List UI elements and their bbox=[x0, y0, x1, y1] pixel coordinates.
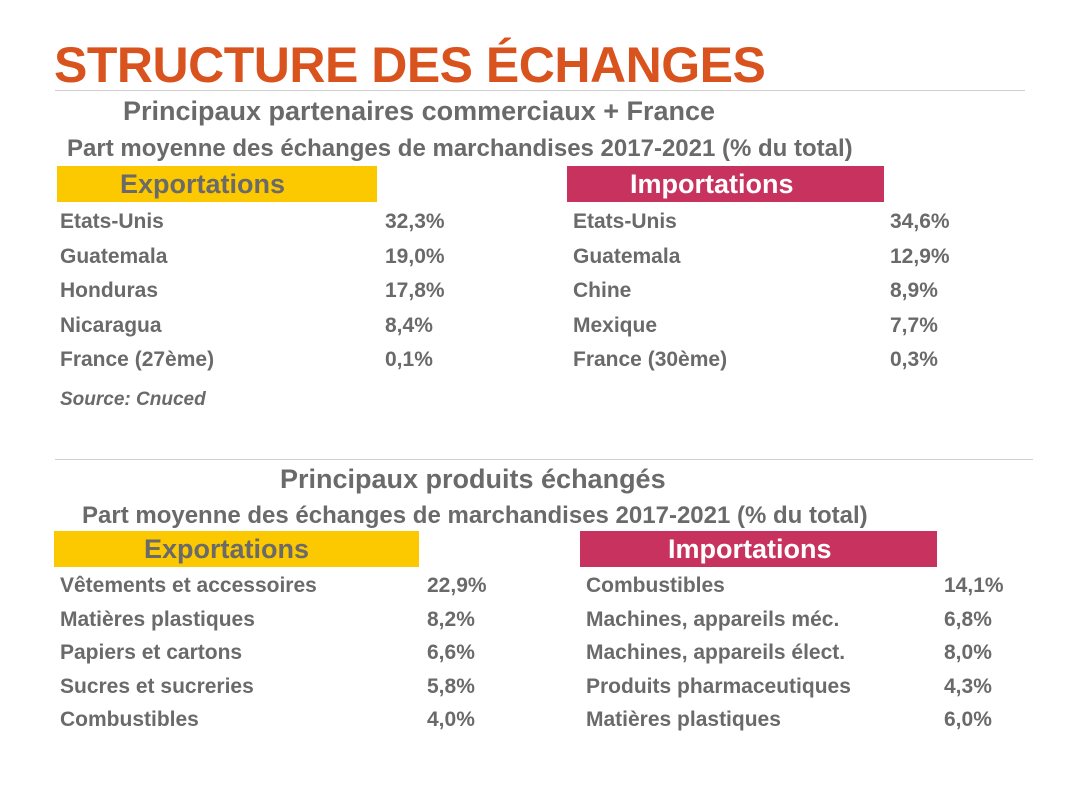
row-value: 17,8% bbox=[385, 279, 445, 302]
products-imports-header: Importations bbox=[580, 531, 937, 567]
row-value: 6,8% bbox=[944, 608, 992, 631]
row-value: 6,6% bbox=[427, 641, 475, 664]
row-value: 5,8% bbox=[427, 675, 475, 698]
row-label: Produits pharmaceutiques bbox=[586, 675, 851, 698]
products-heading: Principaux produits échangés bbox=[280, 464, 666, 494]
row-label: Vêtements et accessoires bbox=[60, 574, 317, 597]
row-value: 8,9% bbox=[890, 279, 938, 302]
row-label: Etats-Unis bbox=[573, 210, 677, 233]
partners-subheading: Part moyenne des échanges de marchandise… bbox=[67, 135, 853, 162]
row-label: Machines, appareils méc. bbox=[586, 608, 840, 631]
row-label: Sucres et sucreries bbox=[60, 675, 254, 698]
source-note: Source: Cnuced bbox=[60, 389, 206, 410]
row-label: Combustibles bbox=[586, 574, 725, 597]
row-label: Matières plastiques bbox=[60, 608, 255, 631]
partners-exports-header: Exportations bbox=[57, 166, 377, 202]
divider bbox=[55, 90, 1025, 91]
row-value: 8,4% bbox=[385, 314, 433, 337]
row-label: Matières plastiques bbox=[586, 708, 781, 731]
row-value: 32,3% bbox=[385, 210, 445, 233]
row-value: 8,2% bbox=[427, 608, 475, 631]
row-value: 4,3% bbox=[944, 675, 992, 698]
partners-heading: Principaux partenaires commerciaux + Fra… bbox=[123, 96, 716, 126]
header-label: Exportations bbox=[144, 534, 310, 564]
row-value: 14,1% bbox=[944, 574, 1004, 597]
row-label: Etats-Unis bbox=[60, 210, 164, 233]
row-label: France (30ème) bbox=[573, 348, 728, 371]
row-value: 0,3% bbox=[890, 348, 938, 371]
row-value: 22,9% bbox=[427, 574, 487, 597]
products-exports-header: Exportations bbox=[54, 531, 419, 567]
row-label: Papiers et cartons bbox=[60, 641, 243, 664]
row-value: 8,0% bbox=[944, 641, 992, 664]
row-label: Chine bbox=[573, 279, 632, 302]
row-value: 34,6% bbox=[890, 210, 950, 233]
divider bbox=[55, 459, 1033, 460]
row-label: Nicaragua bbox=[60, 314, 162, 337]
header-label: Importations bbox=[668, 534, 832, 564]
row-label: Guatemala bbox=[573, 245, 681, 268]
row-label: Honduras bbox=[60, 279, 159, 302]
row-value: 12,9% bbox=[890, 245, 950, 268]
row-label: Combustibles bbox=[60, 708, 199, 731]
row-value: 19,0% bbox=[385, 245, 445, 268]
page-title: STRUCTURE DES ÉCHANGES bbox=[54, 37, 766, 93]
header-label: Importations bbox=[630, 169, 794, 199]
row-label: Machines, appareils élect. bbox=[586, 641, 846, 664]
row-label: Guatemala bbox=[60, 245, 168, 268]
row-value: 6,0% bbox=[944, 708, 992, 731]
row-value: 0,1% bbox=[385, 348, 433, 371]
header-label: Exportations bbox=[120, 169, 286, 199]
row-label: France (27ème) bbox=[60, 348, 215, 371]
partners-imports-header: Importations bbox=[567, 166, 884, 202]
row-value: 7,7% bbox=[890, 314, 938, 337]
row-value: 4,0% bbox=[427, 708, 475, 731]
products-subheading: Part moyenne des échanges de marchandise… bbox=[82, 502, 868, 529]
row-label: Mexique bbox=[573, 314, 658, 337]
